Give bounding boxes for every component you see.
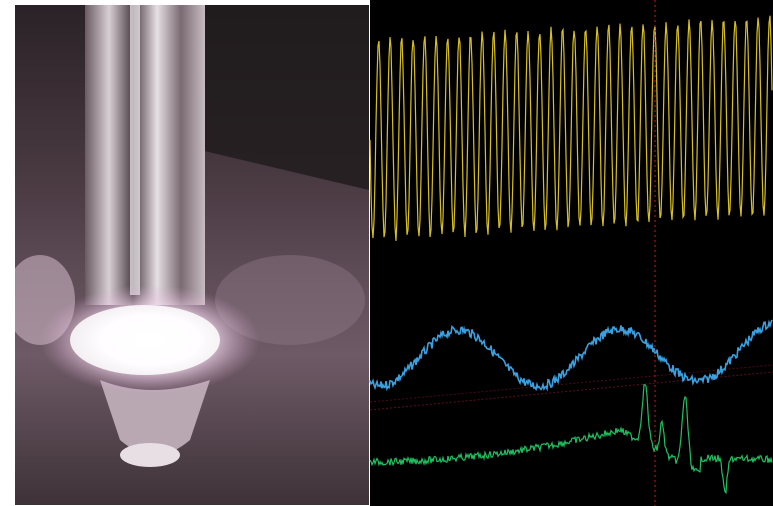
composite-image — [0, 0, 773, 506]
photo — [5, 5, 369, 505]
page: (() => { const ns = 'http://www.w3.org/2… — [0, 0, 773, 506]
scope-screen — [370, 0, 773, 506]
